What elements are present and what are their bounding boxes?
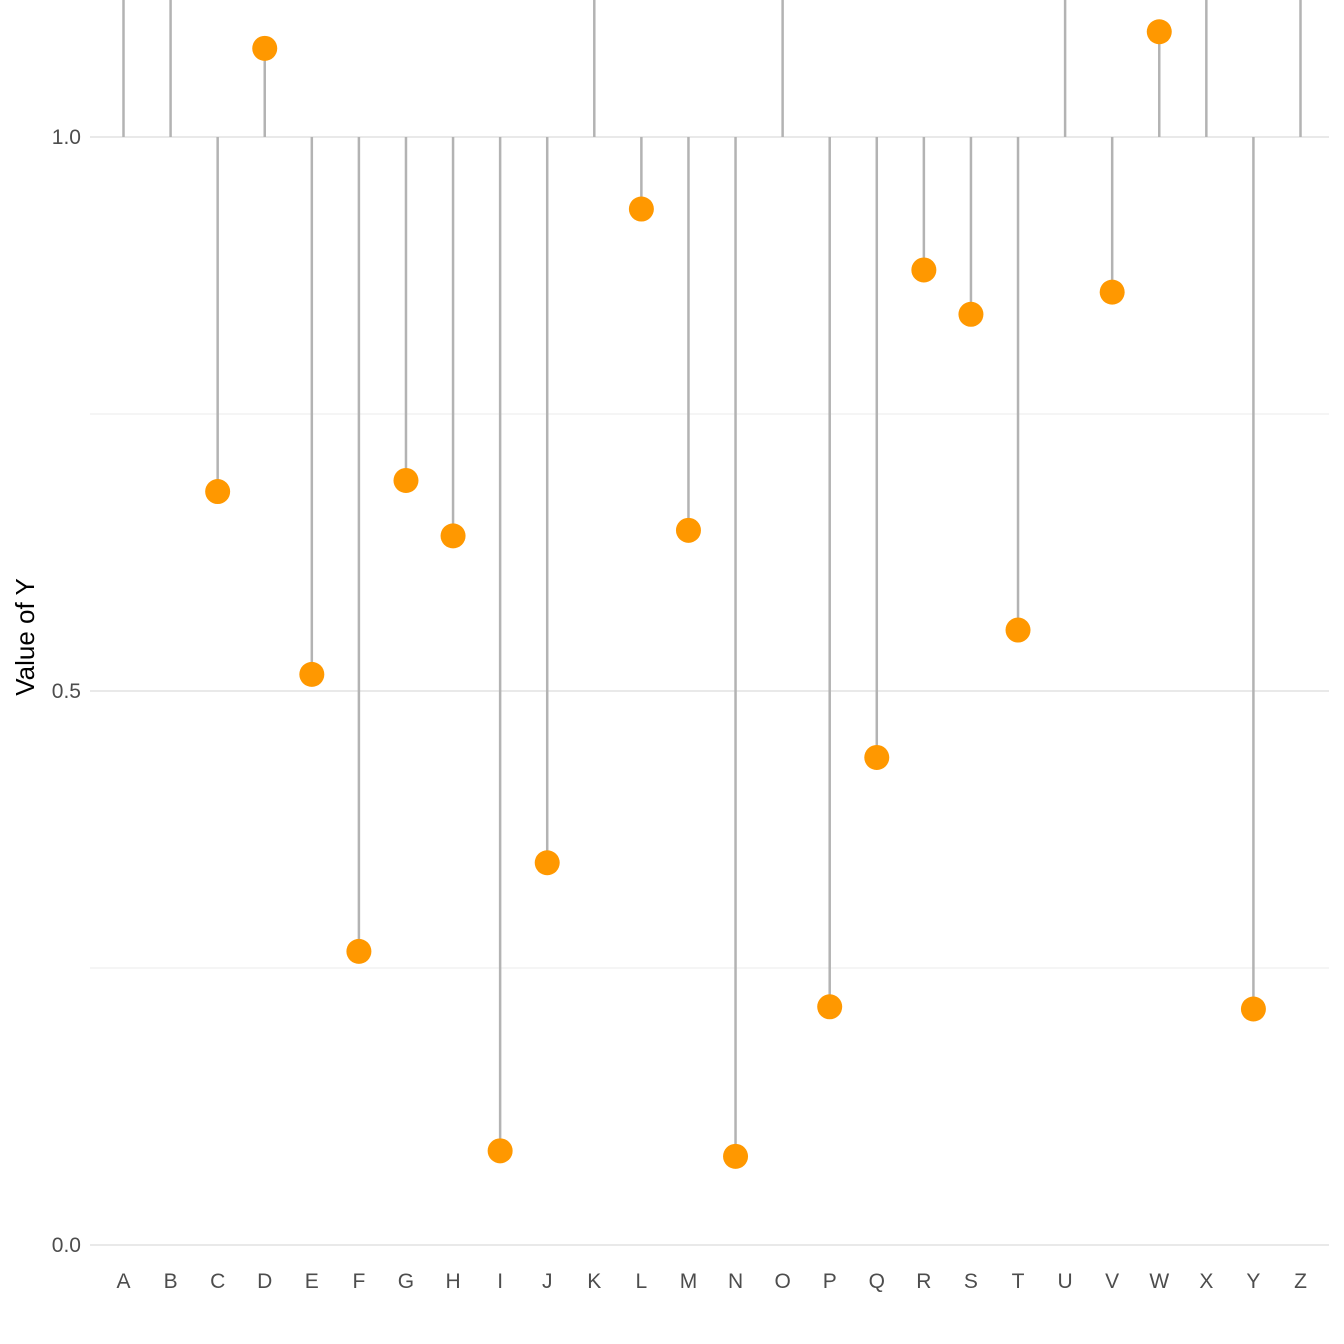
x-tick-label: I <box>497 1270 503 1293</box>
x-tick-label: E <box>305 1270 319 1293</box>
x-tick-label: D <box>257 1270 272 1293</box>
x-tick-label: O <box>774 1270 790 1293</box>
x-tick-label: C <box>210 1270 225 1293</box>
lollipop-point <box>440 523 466 549</box>
x-tick-label: L <box>636 1270 648 1293</box>
x-tick-label: R <box>916 1270 931 1293</box>
y-axis-ticks: 0.00.51.01.52.0 <box>52 126 81 1257</box>
x-tick-label: Q <box>869 1270 885 1293</box>
lollipop-point <box>1146 19 1172 45</box>
y-tick-label: 1.0 <box>52 126 81 149</box>
lollipop-point <box>252 35 278 61</box>
x-tick-label: N <box>728 1270 743 1293</box>
x-tick-label: X <box>1199 1270 1213 1293</box>
y-axis-title: Value of Y <box>10 578 40 696</box>
x-tick-label: H <box>445 1270 460 1293</box>
grid-lines <box>90 136 1329 1246</box>
x-tick-label: Y <box>1246 1270 1260 1293</box>
lollipop-point <box>393 467 419 493</box>
lollipop-point <box>1240 996 1266 1022</box>
x-tick-label: B <box>164 1270 178 1293</box>
x-tick-label: U <box>1058 1270 1073 1293</box>
x-tick-label: S <box>964 1270 978 1293</box>
lollipop-stems <box>122 0 1302 1157</box>
lollipop-point <box>205 479 231 505</box>
lollipop-point <box>487 1138 513 1164</box>
lollipop-point <box>958 301 984 327</box>
lollipop-point <box>346 938 372 964</box>
x-tick-label: Z <box>1294 1270 1307 1293</box>
x-tick-label: M <box>680 1270 698 1293</box>
lollipop-point <box>1099 279 1125 305</box>
lollipop-point <box>864 744 890 770</box>
x-tick-label: T <box>1012 1270 1025 1293</box>
x-tick-label: A <box>116 1270 130 1293</box>
lollipop-point <box>675 517 701 543</box>
x-tick-label: J <box>542 1270 553 1293</box>
x-tick-label: K <box>587 1270 601 1293</box>
lollipop-point <box>299 661 325 687</box>
lollipop-point <box>1005 617 1031 643</box>
lollipop-points <box>205 19 1266 1169</box>
lollipop-point <box>911 257 937 283</box>
x-tick-label: V <box>1105 1270 1119 1293</box>
y-tick-label: 0.0 <box>52 1234 81 1257</box>
x-tick-label: W <box>1149 1270 1169 1293</box>
lollipop-point <box>817 994 843 1020</box>
lollipop-point <box>534 850 560 876</box>
x-tick-label: P <box>823 1270 837 1293</box>
lollipop-point <box>723 1143 749 1169</box>
x-tick-label: G <box>398 1270 414 1293</box>
x-tick-label: F <box>352 1270 365 1293</box>
x-axis-ticks: A B C D E F G H I J K L M N O P Q R S T U V W X Y Z <box>116 1270 1307 1293</box>
y-tick-label: 0.5 <box>52 680 81 703</box>
lollipop-point <box>628 196 654 222</box>
